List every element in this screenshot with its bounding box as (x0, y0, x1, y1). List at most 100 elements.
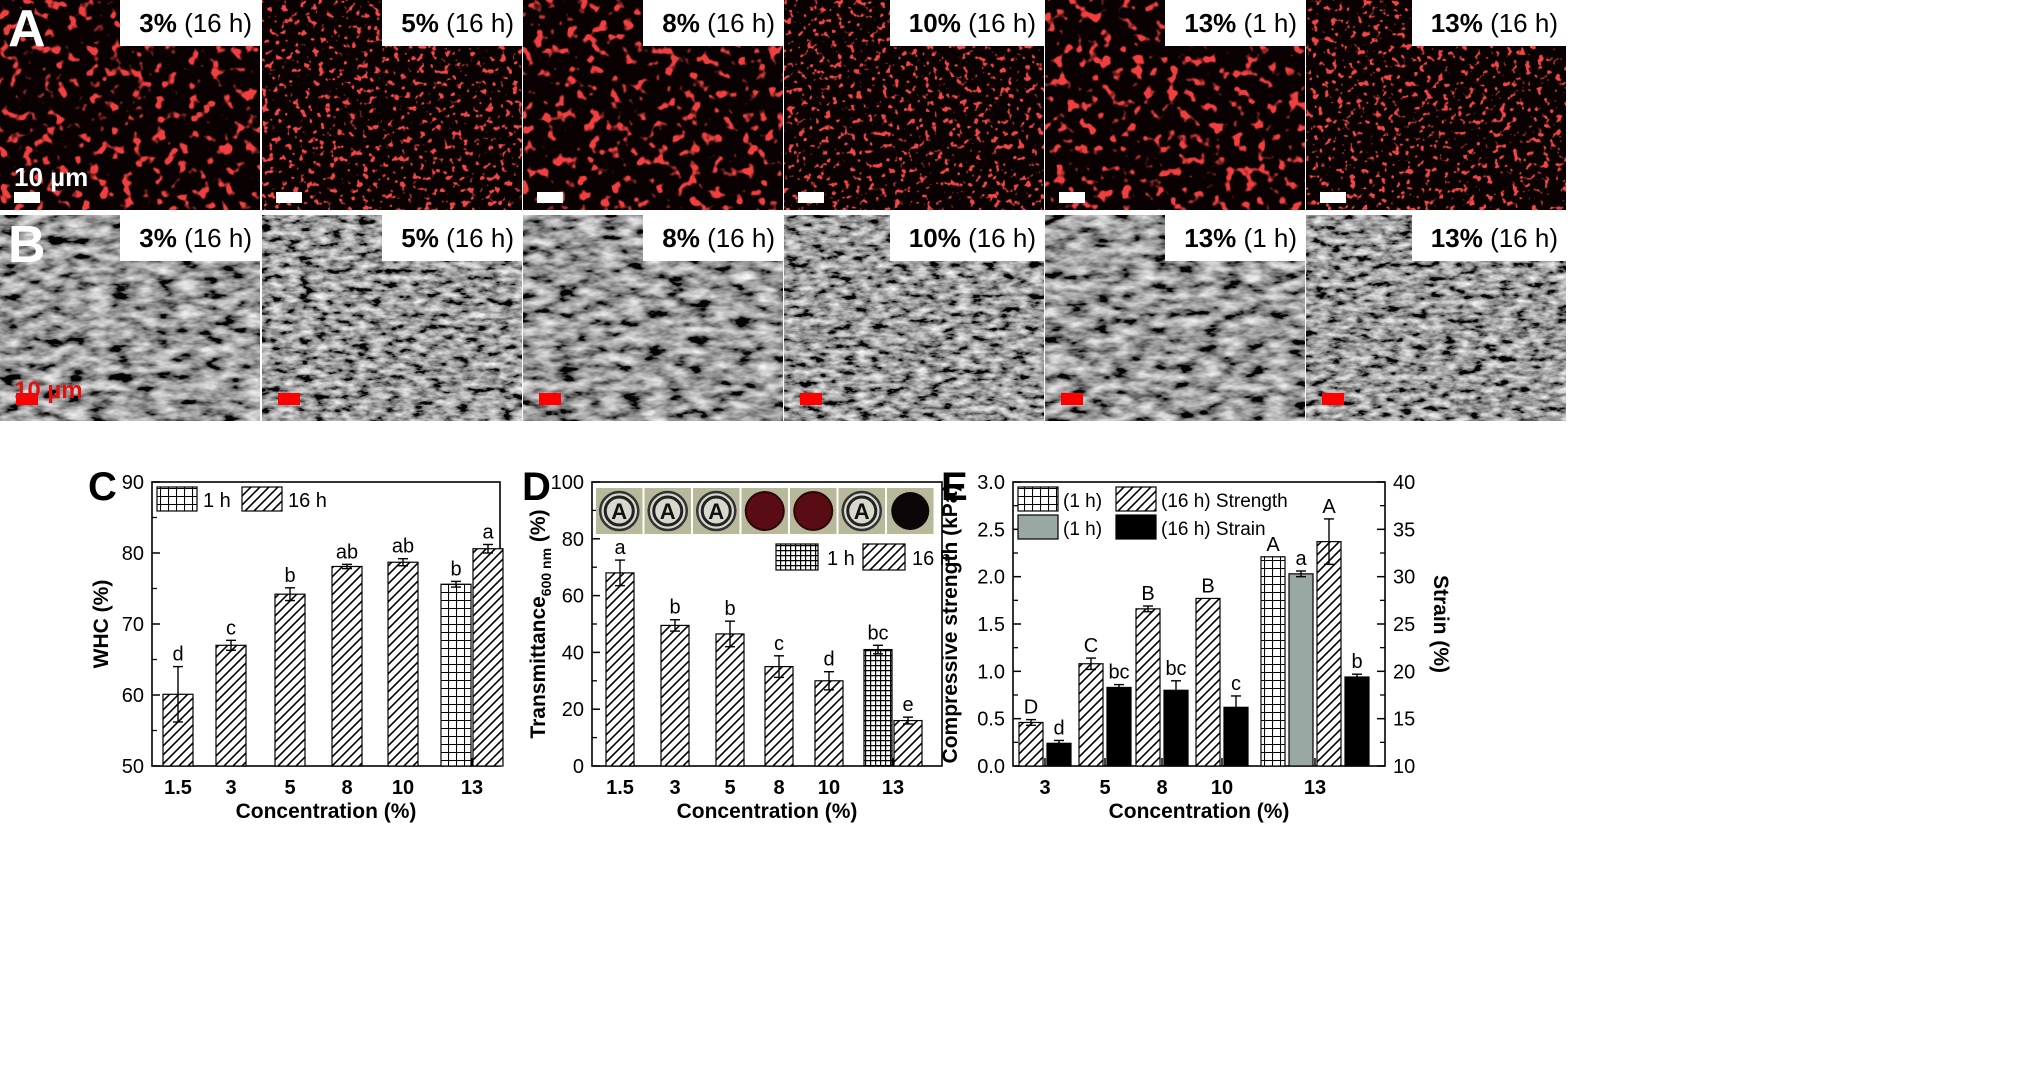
tile-label-concentration: 13% (1431, 223, 1483, 253)
photo-disc-red (744, 491, 785, 531)
y-tick-label: 20 (562, 699, 584, 721)
tile-label-concentration: 8% (662, 8, 700, 38)
scale-bar (1061, 393, 1083, 405)
bar (1106, 686, 1132, 767)
fluorescence-tile: 3% (16 h) (0, 0, 260, 210)
tile-label-time: (1 h) (1236, 223, 1297, 253)
photo-ring (846, 495, 878, 527)
significance-label: d (1053, 717, 1064, 739)
scale-bar (16, 393, 38, 405)
bar (893, 719, 923, 767)
significance-label: bc (1165, 658, 1186, 680)
bar (331, 565, 363, 767)
significance-label: C (1084, 635, 1098, 657)
x-tick-label: 13 (1304, 777, 1326, 799)
bar (1260, 556, 1286, 767)
x-axis-label: Concentration (%) (1109, 800, 1290, 823)
sem-tile: 13% (1 h) (1045, 215, 1305, 421)
bar (1135, 608, 1161, 767)
y-axis-label: Compressive strength (kPa) (939, 485, 962, 764)
significance-label: c (226, 617, 236, 639)
legend-swatch-1h-strength (1017, 486, 1059, 512)
legend: 1 h 16 h (156, 486, 327, 512)
y-right-tick-label: 35 (1393, 519, 1415, 541)
x-axis-label: Concentration (%) (236, 800, 417, 823)
photo-ring (700, 495, 732, 527)
bar (472, 548, 504, 767)
y-tick-label: 1.5 (977, 614, 1005, 636)
panel-letter-b: B (8, 216, 46, 274)
photo-ring (652, 495, 684, 527)
tile-label: 13% (16 h) (1431, 223, 1558, 253)
legend-label-1h-strain: (1 h) (1063, 519, 1102, 540)
bar (274, 593, 306, 767)
tile-label: 5% (16 h) (401, 223, 514, 253)
y-tick-label: 0 (573, 756, 584, 778)
x-tick-label: 10 (818, 777, 840, 799)
tile-label: 10% (16 h) (909, 223, 1036, 253)
y-right-tick-label: 15 (1393, 709, 1415, 731)
fluorescence-tile: 10% (16 h) (784, 0, 1044, 210)
tile-label-concentration: 10% (909, 8, 961, 38)
legend-label-1h-strength: (1 h) (1063, 491, 1102, 512)
legend: (1 h) (16 h) Strength (1 h) (16 h) Strain (1017, 486, 1288, 540)
tile-label-concentration: 3% (139, 8, 177, 38)
bar (1078, 663, 1104, 767)
tile-label-time: (16 h) (961, 223, 1036, 253)
fluorescence-tile: 8% (16 h) (523, 0, 783, 210)
scale-bar (1322, 393, 1344, 405)
y-tick-label: 60 (122, 685, 144, 707)
y-axis-label: WHC (%) (90, 580, 113, 669)
tile-label: 13% (1 h) (1184, 8, 1297, 38)
x-tick-label: 1.5 (164, 777, 192, 799)
x-tick-label: 5 (1099, 777, 1110, 799)
photo-ring (603, 495, 635, 527)
tile-label-concentration: 13% (1184, 8, 1236, 38)
tile-label-time: (16 h) (177, 8, 252, 38)
tile-label-box (1165, 215, 1305, 261)
tile-label-concentration: 13% (1431, 8, 1483, 38)
significance-label: a (482, 521, 494, 543)
significance-label: a (614, 537, 626, 559)
y-tick-label: 80 (562, 529, 584, 551)
tile-label-box (382, 0, 522, 46)
sem-tile: 10% (16 h) (784, 215, 1044, 421)
scale-bar (14, 192, 40, 203)
tile-label-box (120, 0, 260, 46)
tile-label-time: (16 h) (700, 223, 775, 253)
significance-label: b (669, 597, 680, 619)
legend-label-1h: 1 h (203, 490, 231, 512)
x-tick-label: 3 (1039, 777, 1050, 799)
y-right-tick-label: 10 (1393, 756, 1415, 778)
y-axis-label: Transmittance600 nm (%) (527, 509, 554, 738)
tile-label-time: (16 h) (1483, 8, 1558, 38)
significance-label: b (1351, 651, 1362, 673)
significance-label: d (823, 649, 834, 671)
legend-swatch-16h-strength (1115, 486, 1157, 512)
scale-bar (278, 393, 300, 405)
legend: 1 h 16 h (775, 543, 951, 571)
significance-label: ab (392, 536, 414, 558)
scale-bar-label-sem: 10 µm (14, 377, 83, 404)
tile-label: 5% (16 h) (401, 8, 514, 38)
fluorescence-tile: 13% (1 h) (1045, 0, 1305, 210)
y-tick-label: 100 (551, 472, 584, 494)
tile-label-box (890, 0, 1044, 46)
bar (1288, 573, 1314, 767)
bar (1195, 597, 1221, 767)
scale-bar (1059, 192, 1085, 203)
bar (215, 644, 247, 767)
tile-label-time: (16 h) (439, 223, 514, 253)
legend-swatch-1h (775, 543, 819, 571)
tile-label-time: (16 h) (700, 8, 775, 38)
tile-label: 13% (16 h) (1431, 8, 1558, 38)
scale-bar (800, 393, 822, 405)
tile-label: 8% (16 h) (662, 223, 775, 253)
legend-label-16h: 16 h (912, 548, 951, 570)
tile-label-concentration: 8% (662, 223, 700, 253)
tile-label-time: (1 h) (1236, 8, 1297, 38)
significance-label: A (1322, 496, 1336, 518)
y-tick-label: 2.5 (977, 519, 1005, 541)
